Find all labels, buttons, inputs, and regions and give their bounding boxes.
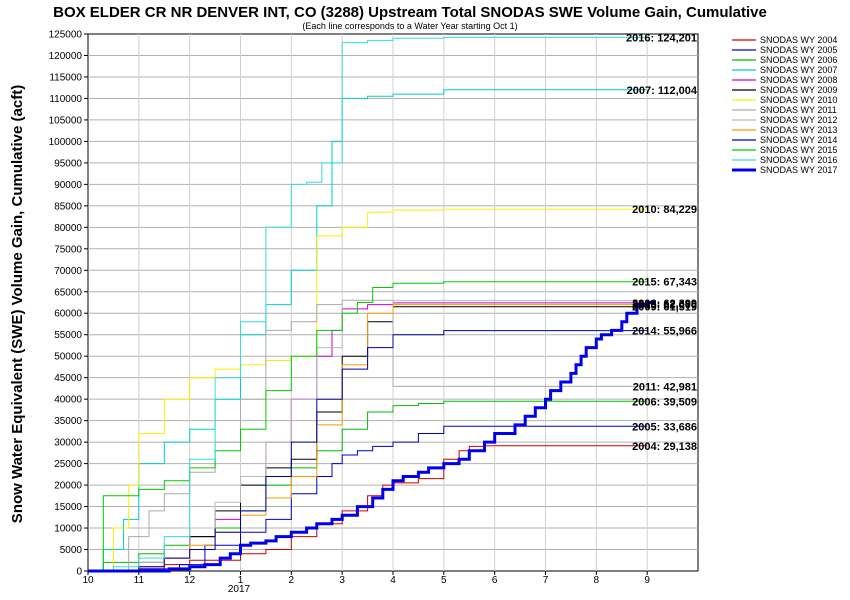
- y-tick-label: 40000: [54, 395, 82, 406]
- y-tick-label: 115000: [49, 72, 82, 83]
- y-tick-label: 80000: [54, 223, 82, 234]
- series-end-label: 2008: 62,399: [632, 298, 697, 310]
- legend-entry: SNODAS WY 2013: [760, 125, 837, 135]
- y-axis-label: Snow Water Equivalent (SWE) Volume Gain,…: [9, 85, 26, 523]
- legend-entry: SNODAS WY 2005: [760, 45, 837, 55]
- series-end-label: 2010: 84,229: [632, 204, 697, 216]
- series-end-label: 2016: 124,201: [626, 32, 697, 44]
- y-tick-label: 25000: [54, 459, 82, 470]
- chart-subtitle: (Each line corresponds to a Water Year s…: [302, 21, 517, 31]
- x-tick-label: 9: [644, 575, 650, 586]
- y-tick-label: 125000: [49, 30, 83, 41]
- legend-entry: SNODAS WY 2011: [760, 105, 837, 115]
- y-tick-label: 0: [76, 567, 82, 578]
- series-end-label: 2004: 29,138: [632, 441, 697, 453]
- x-tick-label: 12: [184, 575, 196, 586]
- y-tick-label: 100000: [49, 137, 83, 148]
- x-tick-label: 1: [238, 575, 244, 586]
- legend-entry: SNODAS WY 2004: [760, 35, 837, 45]
- y-tick-label: 60000: [54, 309, 82, 320]
- legend-entry: SNODAS WY 2009: [760, 85, 837, 95]
- plot-area: 2004: 29,138 2005: 33,686 2006: 39,509 2007…: [87, 32, 699, 573]
- series-end-label: 2006: 39,509: [632, 396, 697, 408]
- x-tick-label: 6: [492, 575, 498, 586]
- series-end-label: 2011: 42,981: [633, 381, 697, 393]
- x-tick-labels: 10 11 12 1 2 3 4 5 6 7 8 9: [82, 571, 650, 586]
- series-end-label: 2013: 62,000: [632, 300, 697, 312]
- y-tick-label: 30000: [54, 438, 82, 449]
- legend-entry: SNODAS WY 2006: [760, 55, 837, 65]
- y-tick-label: 5000: [60, 545, 83, 556]
- chart-title: BOX ELDER CR NR DENVER INT, CO (3288) Up…: [53, 4, 767, 21]
- y-tick-label: 105000: [49, 115, 83, 126]
- x-tick-label: 7: [543, 575, 549, 586]
- legend-entry: SNODAS WY 2012: [760, 115, 837, 125]
- legend-entry: SNODAS WY 2010: [760, 95, 837, 105]
- y-tick-label: 85000: [54, 201, 82, 212]
- series-line-6: [88, 208, 648, 572]
- x-tick-label: 11: [134, 575, 145, 586]
- y-tick-label: 50000: [54, 352, 82, 363]
- x-tick-label: 8: [594, 575, 600, 586]
- y-tick-label: 10000: [54, 524, 82, 535]
- x-tick-label: 2: [289, 575, 295, 586]
- y-tick-label: 75000: [54, 244, 82, 255]
- y-tick-label: 120000: [49, 51, 83, 62]
- series-line-11: [88, 281, 648, 572]
- y-tick-label: 15000: [54, 502, 82, 513]
- series-end-label: 2009: 61,519: [632, 302, 697, 314]
- legend-entry: SNODAS WY 2008: [760, 75, 837, 85]
- y-tick-label: 35000: [54, 416, 82, 427]
- legend-entry: SNODAS WY 2015: [760, 145, 837, 155]
- x-tick-label: 5: [441, 575, 447, 586]
- series-line-10: [88, 330, 648, 572]
- y-tick-label: 90000: [54, 180, 82, 191]
- y-tick-label: 70000: [54, 266, 82, 277]
- y-tick-label: 55000: [54, 330, 82, 341]
- series-end-label: 2015: 67,343: [632, 277, 697, 289]
- legend-entry: SNODAS WY 2007: [760, 65, 837, 75]
- y-tick-label: 65000: [54, 287, 82, 298]
- series-end-label: 2014: 55,966: [632, 326, 697, 338]
- legend-entry: SNODAS WY 2014: [760, 135, 837, 145]
- legend-entry: SNODAS WY 2016: [760, 155, 837, 165]
- series-line-1: [88, 425, 648, 572]
- x-tick-label: 3: [339, 575, 345, 586]
- x-tick-label: 4: [390, 575, 396, 586]
- x-tick-label: 10: [82, 575, 94, 586]
- y-tick-label: 95000: [54, 158, 82, 169]
- series-line-13: [88, 300, 654, 573]
- x-year-label: 2017: [228, 584, 251, 595]
- series-end-label: 2007: 112,004: [627, 85, 698, 97]
- series-layer: [88, 36, 654, 573]
- y-tick-labels: 0 5000 10000 15000 20000 25000 30000 35000 40000…: [49, 30, 88, 578]
- series-line-12: [88, 36, 648, 572]
- y-tick-label: 20000: [54, 481, 82, 492]
- end-label-layer: 2004: 29,138 2005: 33,686 2006: 39,509 2007…: [626, 32, 698, 452]
- series-end-label: 2005: 33,686: [632, 421, 697, 433]
- legend-entry: SNODAS WY 2017: [760, 165, 837, 175]
- y-tick-label: 110000: [49, 94, 82, 105]
- y-tick-label: 45000: [54, 373, 82, 384]
